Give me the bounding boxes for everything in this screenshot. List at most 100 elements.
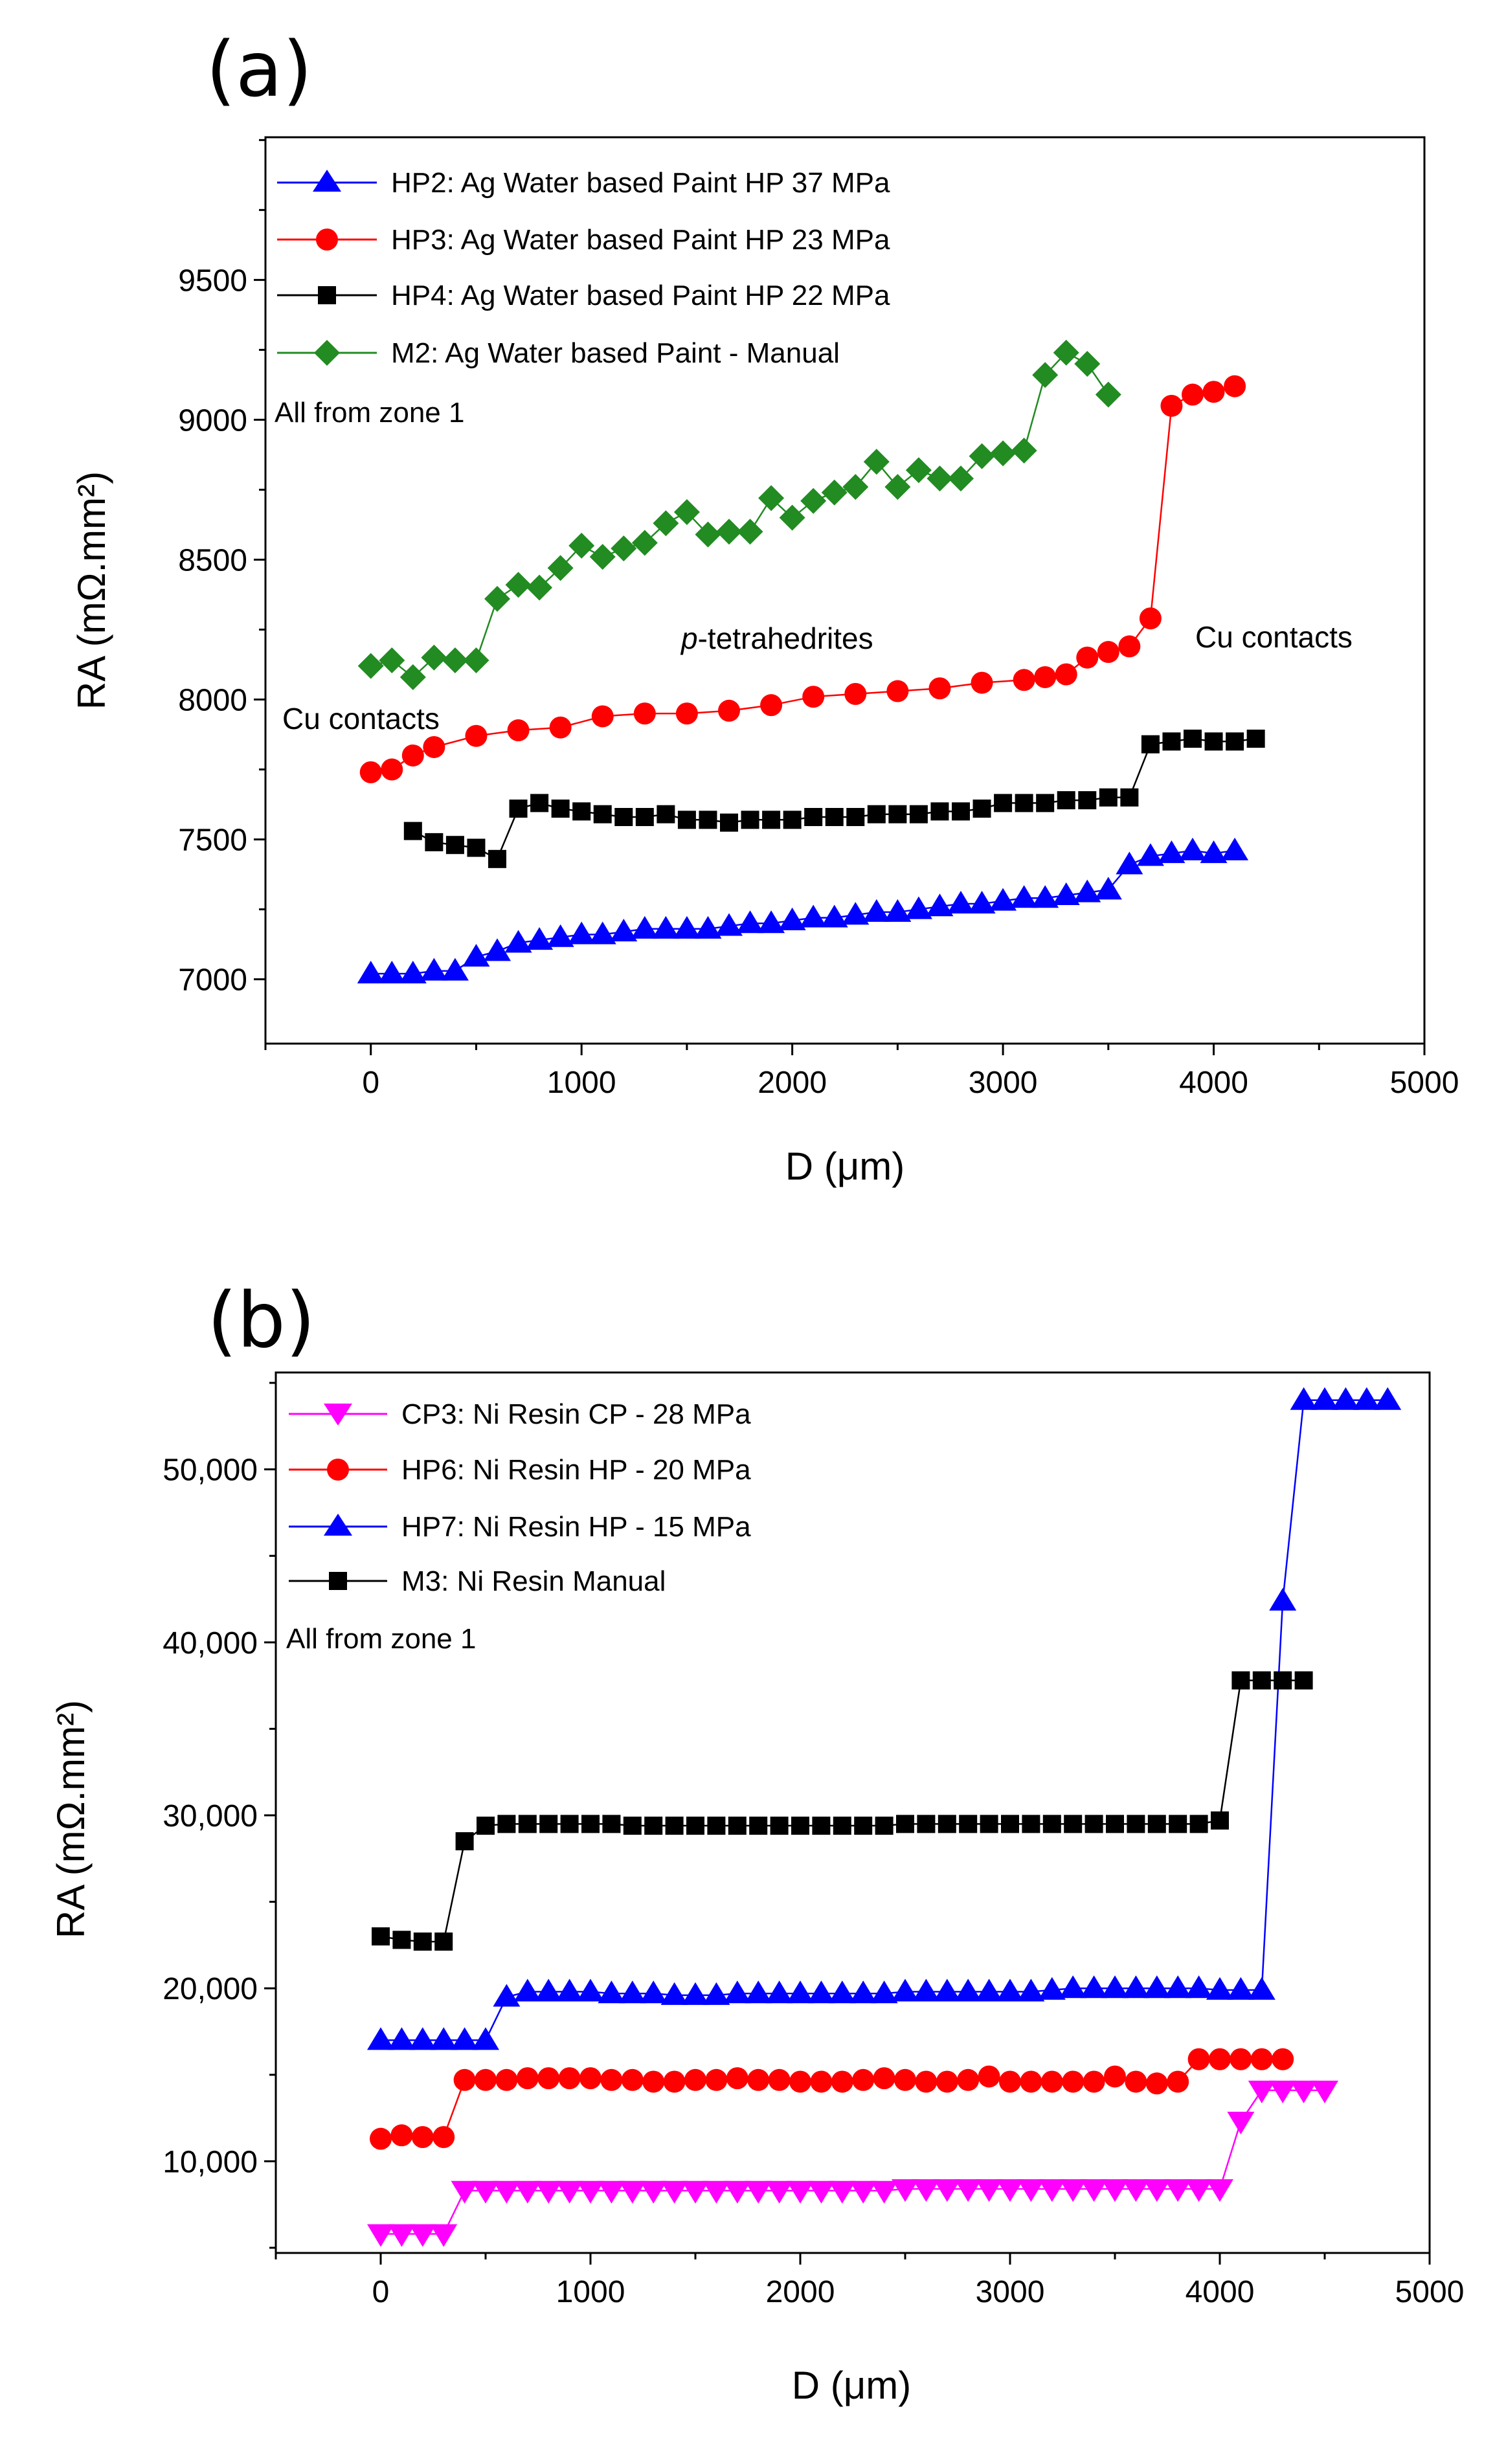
data-point-m3 [455,1832,474,1851]
data-point-hp4 [1099,788,1118,807]
series-line-hp3 [370,385,1235,774]
data-point-hp4 [783,811,802,829]
x-tick-label: 0 [372,2275,390,2309]
data-point-m3 [1147,1815,1166,1833]
series-hp3 [359,375,1246,783]
data-point-hp7 [765,1980,793,2004]
data-point-hp4 [1184,730,1202,748]
data-point-m2 [673,499,700,526]
data-point-hp2 [800,904,827,928]
data-point-hp4 [1246,730,1265,748]
data-point-m2 [1053,339,1079,366]
data-point-m2 [631,530,658,556]
data-point-hp7 [807,1980,835,2004]
data-point-m2 [905,457,932,484]
data-point-hp4 [572,802,591,821]
data-point-hp2 [968,890,996,913]
panel-b-label: (b) [207,1275,315,1365]
data-point-m3 [707,1817,726,1835]
panel-a-x-axis-label: D (μm) [785,1145,905,1188]
data-point-m2 [695,521,721,548]
data-point-m2 [800,487,827,514]
data-point-hp2 [420,958,448,981]
data-point-hp3 [1013,669,1035,691]
y-tick-label: 7500 [178,823,247,858]
data-point-m2 [589,544,616,570]
data-point-cp3 [577,2180,604,2204]
data-point-hp7 [787,1980,814,2004]
data-point-m3 [833,1817,851,1835]
data-point-m3 [1064,1815,1083,1833]
legend-marker-circle [327,1459,349,1481]
data-point-m3 [1231,1671,1250,1690]
x-tick-label: 3000 [976,2275,1045,2309]
panel-b: (b) 0 1000 2000 3000 4000 5000 10,000 20… [49,1275,1464,2407]
data-point-cp3 [535,2180,563,2204]
data-point-m3 [1252,1671,1271,1690]
data-point-m3 [434,1932,453,1951]
x-tick-label: 0 [362,1066,379,1100]
data-point-hp3 [1182,383,1204,406]
data-point-cp3 [765,2180,793,2204]
legend-label: M3: Ni Resin Manual [401,1565,666,1597]
data-point-hp7 [1206,1977,1233,2000]
legend-entry-hp7: HP7: Ni Resin HP - 15 MPa [289,1511,751,1543]
data-point-m3 [539,1815,558,1833]
data-point-m2 [653,510,679,537]
data-point-hp4 [614,808,633,826]
data-point-hp3 [423,735,445,758]
data-point-hp7 [1038,1977,1066,2000]
data-point-m2 [716,519,742,545]
data-point-hp6 [370,2127,392,2150]
data-point-hp6 [558,2067,581,2090]
data-point-hp6 [810,2070,833,2093]
data-point-hp4 [677,811,696,829]
data-point-hp6 [873,2067,895,2090]
legend-entry-hp4: HP4: Ag Water based Paint HP 22 MPa [277,280,890,311]
data-point-hp2 [1031,885,1059,908]
panel-b-y-axis-label: RA (mΩ.mm²) [49,1700,93,1938]
x-tick-label: 3000 [969,1066,1038,1100]
legend-label: HP4: Ag Water based Paint HP 22 MPa [391,280,890,311]
data-point-hp7 [598,1980,625,2004]
data-point-m3 [560,1815,579,1833]
data-point-m3 [372,1927,390,1946]
data-point-m3 [665,1817,684,1835]
data-point-hp6 [1167,2070,1189,2093]
data-point-m3 [413,1932,432,1951]
x-tick-label: 2000 [758,1066,827,1100]
series-cp3 [367,2080,1338,2247]
data-point-hp7 [912,1978,940,2002]
data-point-hp7 [870,1980,898,2004]
data-point-m2 [484,585,510,612]
legend-marker-circle [316,229,338,251]
annotation-cu-contacts-left: Cu contacts [282,702,440,735]
data-point-cp3 [660,2180,688,2204]
annotation-tetrahedrites-text: -tetrahedrites [698,622,873,655]
data-point-hp6 [978,2065,1000,2088]
data-point-hp6 [957,2068,980,2091]
data-point-hp4 [1078,791,1097,810]
data-point-hp2 [378,960,406,983]
data-point-hp7 [618,1980,646,2004]
panel-a-legend: HP2: Ag Water based Paint HP 37 MPa HP3:… [275,167,890,429]
data-point-hp7 [1059,1975,1087,1999]
data-point-hp6 [1272,2048,1294,2070]
data-point-hp2 [1136,843,1164,866]
data-point-cp3 [954,2179,982,2202]
data-point-hp6 [1062,2070,1085,2093]
data-point-hp7 [556,1978,583,2002]
data-point-hp3 [507,719,530,742]
data-point-m2 [463,647,489,674]
data-point-m2 [842,474,869,500]
data-point-m2 [948,465,974,492]
legend-entry-cp3: CP3: Ni Resin CP - 28 MPa [289,1398,751,1430]
data-point-hp3 [1076,646,1099,669]
data-point-hp6 [1187,2048,1210,2070]
data-point-cp3 [870,2180,898,2204]
data-point-hp7 [640,1980,668,2004]
data-point-m2 [927,465,953,492]
y-tick-label: 10,000 [163,2145,258,2179]
series-hp4 [403,730,1265,868]
